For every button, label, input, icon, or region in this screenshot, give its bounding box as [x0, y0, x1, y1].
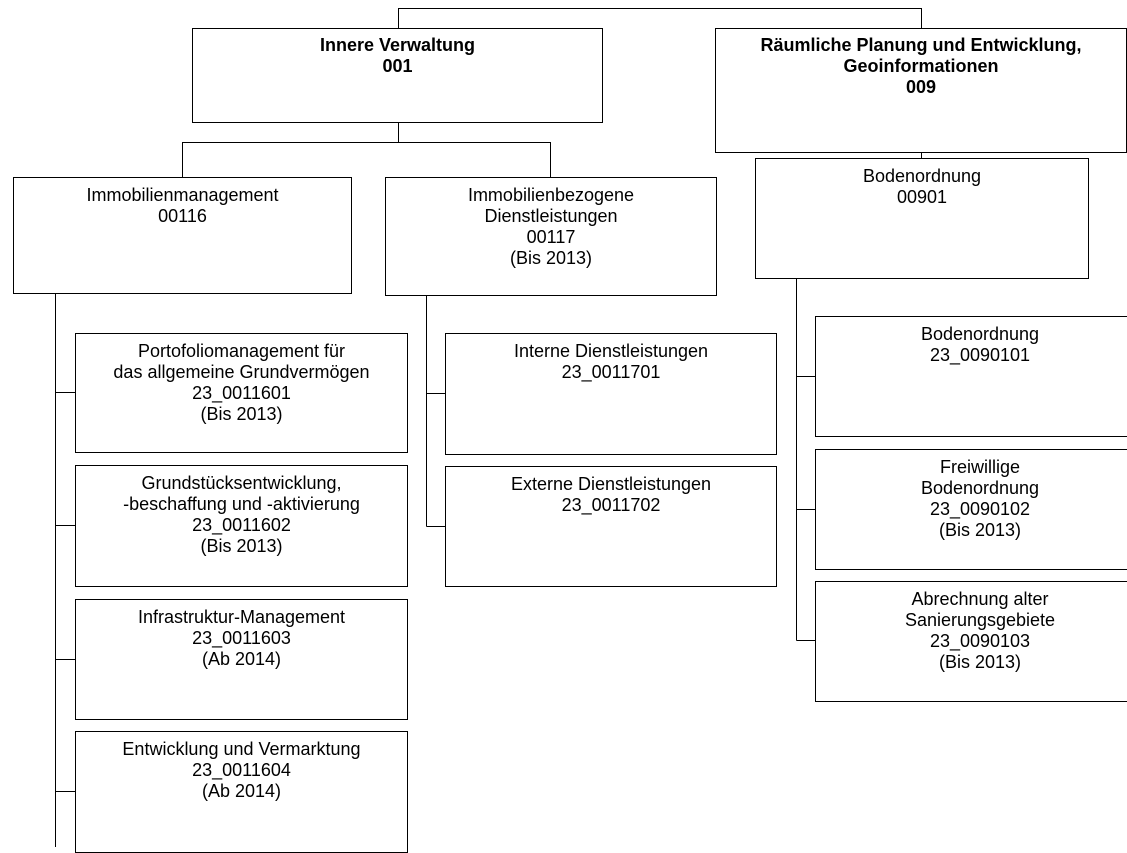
org-unit-immobilienbezogene-dienstleistungen: Immobilienbezogene Dienstleistungen 0011… — [385, 177, 717, 296]
unit-code: 00117 — [526, 227, 576, 247]
org-unit-abrechnung-sanierungsgebiete: Abrechnung alter Sanierungsgebiete 23_00… — [815, 581, 1127, 702]
unit-code: 23_0011604 — [192, 760, 291, 780]
unit-name-cont: Geoinformationen — [843, 56, 999, 76]
unit-name: Abrechnung alter — [911, 589, 1049, 609]
unit-name: Immobilienbezogene — [467, 185, 635, 205]
unit-code: 23_0090102 — [929, 499, 1031, 519]
unit-validity: (Ab 2014) — [201, 781, 282, 801]
unit-code: 001 — [382, 56, 413, 76]
unit-name: Infrastruktur-Management — [137, 607, 346, 627]
unit-name-cont: Bodenordnung — [920, 478, 1040, 498]
org-unit-innere-verwaltung: Innere Verwaltung 001 — [192, 28, 603, 123]
unit-code: 23_0011701 — [561, 362, 661, 382]
unit-name: Portofoliomanagement für — [137, 341, 346, 361]
unit-name: Bodenordnung — [920, 324, 1040, 344]
unit-code: 23_0011702 — [561, 495, 661, 515]
org-unit-entwicklung-vermarktung: Entwicklung und Vermarktung 23_0011604 (… — [75, 731, 408, 853]
unit-validity: (Bis 2013) — [200, 404, 283, 424]
org-unit-interne-dienstleistungen: Interne Dienstleistungen 23_0011701 — [445, 333, 777, 455]
unit-validity: (Bis 2013) — [200, 536, 283, 556]
unit-name-cont: -beschaffung und -aktivierung — [123, 494, 360, 514]
org-unit-externe-dienstleistungen: Externe Dienstleistungen 23_0011702 — [445, 466, 777, 587]
unit-code: 23_0011602 — [192, 515, 291, 535]
unit-validity: (Ab 2014) — [201, 649, 282, 669]
unit-validity: (Bis 2013) — [938, 652, 1022, 672]
unit-name-cont: Dienstleistungen — [484, 206, 618, 226]
org-unit-grundstuecksentwicklung: Grundstücksentwicklung, -beschaffung und… — [75, 465, 408, 587]
unit-name-cont: Sanierungsgebiete — [904, 610, 1056, 630]
org-unit-immobilienmanagement: Immobilienmanagement 00116 — [13, 177, 352, 294]
unit-validity: (Bis 2013) — [938, 520, 1022, 540]
unit-name: Entwicklung und Vermarktung — [122, 739, 361, 759]
connector-001-children — [182, 123, 551, 177]
org-unit-bodenordnung-sub: Bodenordnung 23_0090101 — [815, 316, 1127, 437]
org-unit-freiwillige-bodenordnung: Freiwillige Bodenordnung 23_0090102 (Bis… — [815, 449, 1127, 570]
unit-code: 00901 — [896, 187, 948, 207]
unit-name: Immobilienmanagement — [86, 185, 279, 205]
org-unit-infrastruktur-management: Infrastruktur-Management 23_0011603 (Ab … — [75, 599, 408, 720]
unit-code: 23_0090101 — [929, 345, 1031, 365]
unit-name: Grundstücksentwicklung, — [141, 473, 342, 493]
unit-name: Externe Dienstleistungen — [510, 474, 712, 494]
unit-name: Freiwillige — [939, 457, 1020, 477]
unit-code: 23_0090103 — [929, 631, 1031, 651]
unit-name: Räumliche Planung und Entwicklung, — [760, 35, 1082, 55]
unit-validity: (Bis 2013) — [509, 248, 593, 268]
unit-code: 23_0011603 — [192, 628, 291, 648]
org-unit-bodenordnung: Bodenordnung 00901 — [755, 158, 1089, 279]
unit-name: Interne Dienstleistungen — [513, 341, 709, 361]
unit-code: 00116 — [158, 206, 207, 226]
org-unit-portofoliomanagement: Portofoliomanagement für das allgemeine … — [75, 333, 408, 453]
connector-top — [398, 8, 922, 28]
org-unit-raeumliche-planung: Räumliche Planung und Entwicklung, Geoin… — [715, 28, 1127, 153]
unit-code: 23_0011601 — [192, 383, 291, 403]
unit-name: Innere Verwaltung — [319, 35, 476, 55]
unit-code: 009 — [905, 77, 937, 97]
unit-name: Bodenordnung — [862, 166, 982, 186]
unit-name-cont: das allgemeine Grundvermögen — [113, 362, 370, 382]
